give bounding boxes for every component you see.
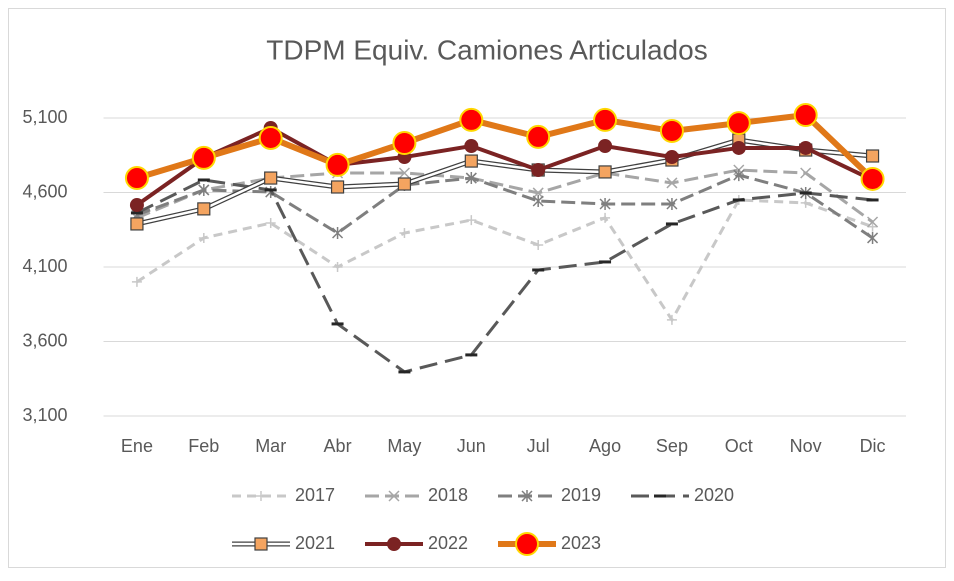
marker xyxy=(388,490,400,502)
marker xyxy=(129,198,144,213)
marker xyxy=(124,166,149,191)
marker xyxy=(666,177,678,189)
x-tick-label: Ene xyxy=(121,436,153,456)
marker xyxy=(598,139,613,154)
marker xyxy=(666,314,677,325)
marker xyxy=(397,177,412,191)
marker xyxy=(731,140,746,155)
marker xyxy=(867,231,879,244)
legend-label: 2019 xyxy=(561,485,601,505)
x-tick-label: Feb xyxy=(188,436,219,456)
marker xyxy=(191,145,216,170)
marker xyxy=(256,491,266,501)
marker xyxy=(798,140,813,155)
marker xyxy=(793,103,818,128)
y-tick-label: 3,600 xyxy=(22,330,67,350)
line-inner xyxy=(136,138,873,226)
x-tick-label: Oct xyxy=(725,436,753,456)
marker xyxy=(330,180,345,194)
legend-item: 2017 xyxy=(232,485,335,505)
marker xyxy=(800,197,811,208)
marker xyxy=(526,124,551,149)
marker xyxy=(599,197,611,210)
legend-item: 2023 xyxy=(498,532,601,556)
line xyxy=(135,125,874,207)
marker xyxy=(265,218,276,229)
chart-title: TDPM Equiv. Camiones Articulados xyxy=(266,34,707,65)
marker xyxy=(332,227,344,240)
legend-label: 2017 xyxy=(295,485,335,505)
marker xyxy=(466,215,477,226)
marker xyxy=(131,276,142,287)
marker xyxy=(867,216,879,228)
marker xyxy=(332,262,343,272)
x-tick-label: Mar xyxy=(255,436,286,456)
marker xyxy=(399,228,410,239)
legend-item: 2021 xyxy=(232,533,335,553)
legend-label: 2020 xyxy=(694,485,734,505)
x-tick-label: Nov xyxy=(790,436,822,456)
series xyxy=(130,178,879,374)
y-tick-label: 3,100 xyxy=(22,405,67,425)
marker xyxy=(464,139,479,154)
x-tick-label: Abr xyxy=(324,436,352,456)
x-tick-label: May xyxy=(387,436,421,456)
legend-label: 2023 xyxy=(561,533,601,553)
legend-label: 2021 xyxy=(295,533,335,553)
marker xyxy=(865,149,880,163)
marker xyxy=(867,221,878,232)
chart-border xyxy=(8,8,946,568)
marker xyxy=(515,532,539,556)
marker xyxy=(659,118,684,143)
line xyxy=(136,198,874,323)
legend-item: 2018 xyxy=(365,485,468,505)
marker xyxy=(733,169,745,182)
y-tick-label: 4,100 xyxy=(22,256,67,276)
series xyxy=(124,103,885,191)
marker xyxy=(664,150,679,165)
line xyxy=(136,173,874,240)
marker xyxy=(264,171,278,185)
line xyxy=(136,178,873,374)
marker xyxy=(521,490,533,502)
marker xyxy=(464,154,478,168)
marker xyxy=(465,172,477,185)
marker xyxy=(459,107,484,132)
marker xyxy=(198,183,210,196)
marker xyxy=(666,197,678,210)
line xyxy=(136,168,874,224)
y-tick-label: 4,600 xyxy=(22,181,67,201)
legend-item: 2022 xyxy=(365,533,468,553)
marker xyxy=(860,166,885,191)
marker xyxy=(531,163,546,178)
x-tick-label: Jun xyxy=(457,436,486,456)
x-tick-label: Jul xyxy=(527,436,550,456)
marker xyxy=(398,167,410,179)
marker xyxy=(800,167,812,179)
marker xyxy=(258,125,283,150)
x-tick-label: Sep xyxy=(656,436,688,456)
legend-item: 2020 xyxy=(631,485,734,505)
marker xyxy=(198,232,209,243)
marker xyxy=(533,239,544,250)
marker xyxy=(130,217,144,231)
marker xyxy=(387,537,401,551)
marker xyxy=(197,202,211,216)
marker xyxy=(532,187,544,199)
legend-item: 2019 xyxy=(498,485,601,505)
marker xyxy=(598,165,612,179)
x-tick-label: Dic xyxy=(860,436,886,456)
marker xyxy=(325,152,350,177)
marker xyxy=(726,111,751,136)
marker xyxy=(600,212,611,223)
x-tick-label: Ago xyxy=(589,436,621,456)
marker xyxy=(593,107,618,132)
legend-label: 2022 xyxy=(428,533,468,553)
marker xyxy=(254,537,268,551)
legend-label: 2018 xyxy=(428,485,468,505)
marker xyxy=(532,194,544,207)
marker xyxy=(392,131,417,156)
y-tick-label: 5,100 xyxy=(22,107,67,127)
